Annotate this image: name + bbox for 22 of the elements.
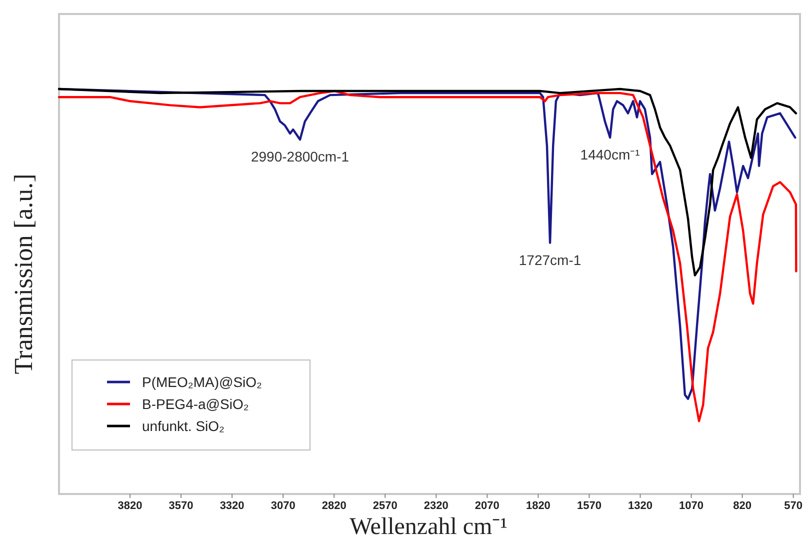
annotation: 1727cm-1 bbox=[518, 252, 582, 268]
x-tick-label: 2320 bbox=[424, 500, 448, 512]
x-tick-label: 3820 bbox=[118, 500, 142, 512]
x-tick-label: 2820 bbox=[322, 500, 346, 512]
legend-label: unfunkt. SiO₂ bbox=[142, 418, 224, 434]
legend-label: B-PEG4-a@SiO₂ bbox=[142, 396, 249, 412]
x-tick-label: 2570 bbox=[372, 500, 398, 512]
annotation: 1440cm⁻¹ bbox=[580, 146, 640, 163]
x-axis-title: Wellenzahl cm⁻¹ bbox=[350, 514, 508, 540]
x-tick-label: 3570 bbox=[168, 500, 194, 512]
x-tick-label: 1820 bbox=[526, 500, 550, 512]
x-tick-label: 570 bbox=[784, 500, 802, 512]
y-axis-title: Transmission [a.u.] bbox=[9, 174, 38, 374]
legend-label: P(MEO₂MA)@SiO₂ bbox=[142, 374, 262, 390]
x-tick-label: 1320 bbox=[628, 500, 652, 512]
x-tick-label: 2070 bbox=[474, 500, 500, 512]
x-tick-label: 820 bbox=[733, 500, 752, 512]
x-tick-label: 3070 bbox=[270, 500, 296, 512]
x-tick-label: 3320 bbox=[220, 500, 244, 512]
x-tick-label: 1570 bbox=[576, 500, 602, 512]
annotation: 2990-2800cm-1 bbox=[250, 148, 350, 165]
x-tick-label: 1070 bbox=[679, 500, 704, 512]
